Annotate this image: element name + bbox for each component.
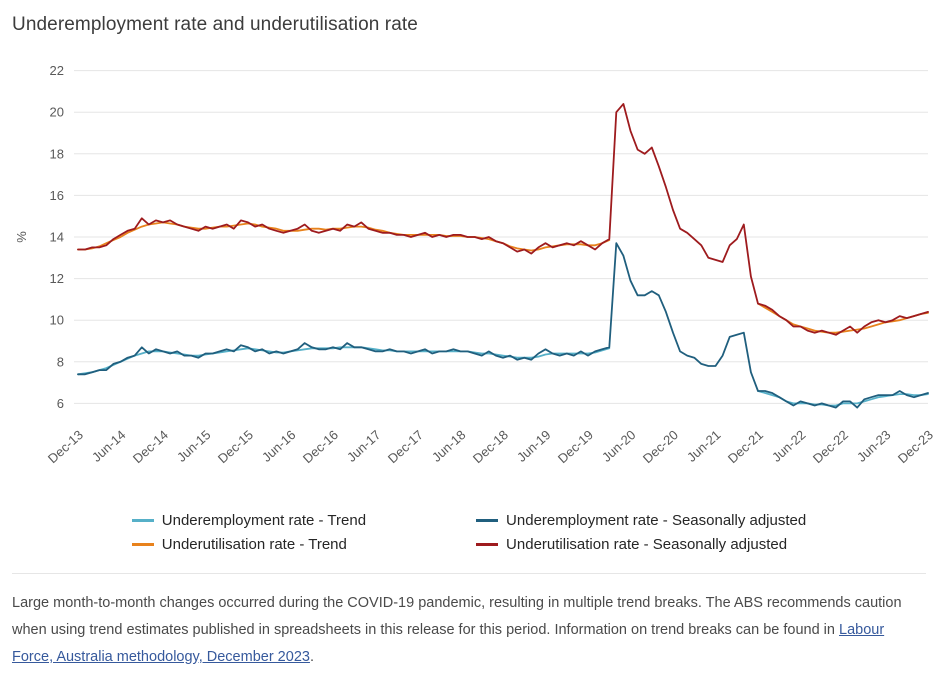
svg-text:Dec-21: Dec-21 xyxy=(725,427,766,466)
legend-item-underemployment-sa: Underemployment rate - Seasonally adjust… xyxy=(476,512,806,529)
legend-label: Underemployment rate - Trend xyxy=(161,512,367,529)
svg-text:Jun-16: Jun-16 xyxy=(259,427,299,465)
svg-text:14: 14 xyxy=(50,230,64,245)
legend-label: Underemployment rate - Seasonally adjust… xyxy=(506,512,807,529)
svg-text:10: 10 xyxy=(50,313,64,328)
svg-text:Dec-14: Dec-14 xyxy=(130,427,171,466)
svg-text:Jun-15: Jun-15 xyxy=(174,427,214,465)
chart-container: 6 8 10 12 14 16 18 20 22% Dec-13 Jun-14 Dec-14 Jun-1… xyxy=(0,40,938,498)
svg-text:Jun-14: Jun-14 xyxy=(89,427,129,465)
svg-text:Dec-16: Dec-16 xyxy=(300,427,341,466)
page-title: Underemployment rate and underutilisatio… xyxy=(12,14,418,35)
legend-swatch-underemployment-sa xyxy=(476,519,499,522)
legend-item-underutilisation-trend: Underutilisation rate - Trend xyxy=(131,536,366,553)
legend-item-underemployment-trend: Underemployment rate - Trend xyxy=(131,512,367,529)
svg-text:Dec-13: Dec-13 xyxy=(45,427,86,466)
svg-text:%: % xyxy=(14,231,29,243)
legend-label: Underutilisation rate - Trend xyxy=(161,536,347,553)
legend-swatch-underemployment-trend xyxy=(131,519,154,522)
svg-text:Jun-23: Jun-23 xyxy=(854,427,894,465)
svg-text:Jun-20: Jun-20 xyxy=(599,427,639,465)
svg-text:Dec-19: Dec-19 xyxy=(555,427,596,466)
svg-text:Dec-20: Dec-20 xyxy=(640,427,681,466)
svg-text:6: 6 xyxy=(57,396,64,411)
methodology-link[interactable]: Labour Force, Australia methodology, Dec… xyxy=(12,621,885,665)
svg-text:22: 22 xyxy=(50,63,64,78)
svg-text:Dec-23: Dec-23 xyxy=(895,427,936,466)
svg-text:Dec-18: Dec-18 xyxy=(470,427,511,466)
legend-item-underutilisation-sa: Underutilisation rate - Seasonally adjus… xyxy=(476,536,806,553)
svg-text:8: 8 xyxy=(57,354,64,369)
svg-text:Dec-17: Dec-17 xyxy=(385,427,426,466)
legend-swatch-underutilisation-trend xyxy=(131,543,154,546)
svg-text:Jun-19: Jun-19 xyxy=(514,427,554,465)
svg-text:Jun-17: Jun-17 xyxy=(344,427,384,465)
svg-text:Jun-22: Jun-22 xyxy=(769,427,809,465)
trend-break-footnote: Large month-to-month changes occurred du… xyxy=(12,573,926,670)
svg-text:16: 16 xyxy=(50,188,64,203)
svg-text:20: 20 xyxy=(50,105,64,120)
svg-text:Dec-15: Dec-15 xyxy=(215,427,256,466)
chart-legend: Underemployment rate - Trend Underemploy… xyxy=(0,512,938,553)
svg-text:12: 12 xyxy=(50,271,64,286)
footnote-text-end: . xyxy=(309,648,314,665)
svg-text:Jun-21: Jun-21 xyxy=(684,427,724,465)
svg-text:18: 18 xyxy=(50,146,64,161)
svg-text:Dec-22: Dec-22 xyxy=(810,427,851,466)
footnote-text: Large month-to-month changes occurred du… xyxy=(12,595,902,638)
legend-label: Underutilisation rate - Seasonally adjus… xyxy=(506,536,788,553)
legend-swatch-underutilisation-sa xyxy=(476,543,499,546)
svg-text:Jun-18: Jun-18 xyxy=(429,427,469,465)
